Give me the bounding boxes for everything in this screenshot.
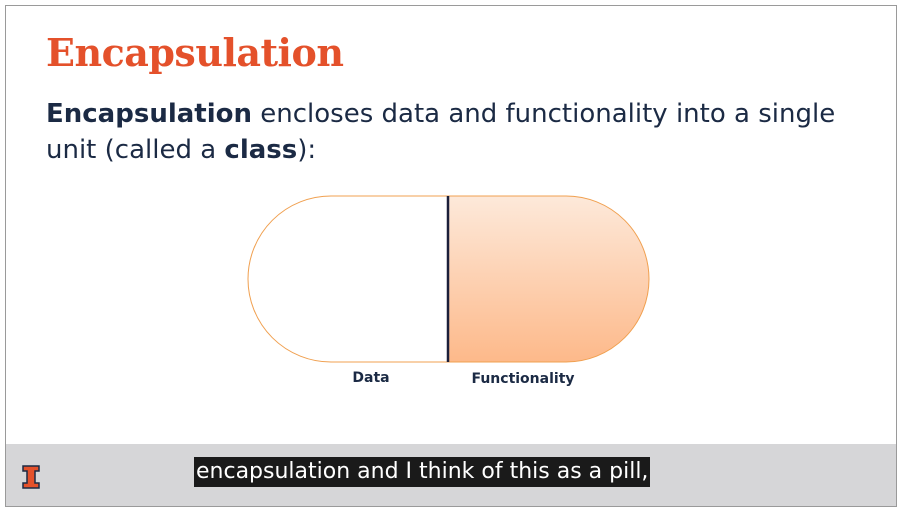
- slide-title: Encapsulation: [46, 30, 344, 75]
- pill-left-half: [247, 195, 449, 363]
- caption-text: encapsulation and I think of this as a p…: [194, 457, 651, 487]
- data-label: Data: [352, 370, 389, 386]
- body-text-part-2: ):: [297, 135, 317, 165]
- slide: Encapsulation Encapsulation encloses dat…: [5, 5, 897, 507]
- caption-bar: encapsulation and I think of this as a p…: [6, 444, 896, 506]
- pill-diagram: Data Functionality: [247, 195, 650, 387]
- pill-right-half: [447, 195, 650, 363]
- body-term-encapsulation: Encapsulation: [46, 99, 252, 129]
- slide-body-text: Encapsulation encloses data and function…: [46, 96, 876, 168]
- body-term-class: class: [224, 135, 298, 165]
- body-text-part-1: encloses data and functionality into a s…: [46, 99, 836, 165]
- university-block-i-icon: [22, 465, 40, 489]
- functionality-label: Functionality: [471, 371, 574, 387]
